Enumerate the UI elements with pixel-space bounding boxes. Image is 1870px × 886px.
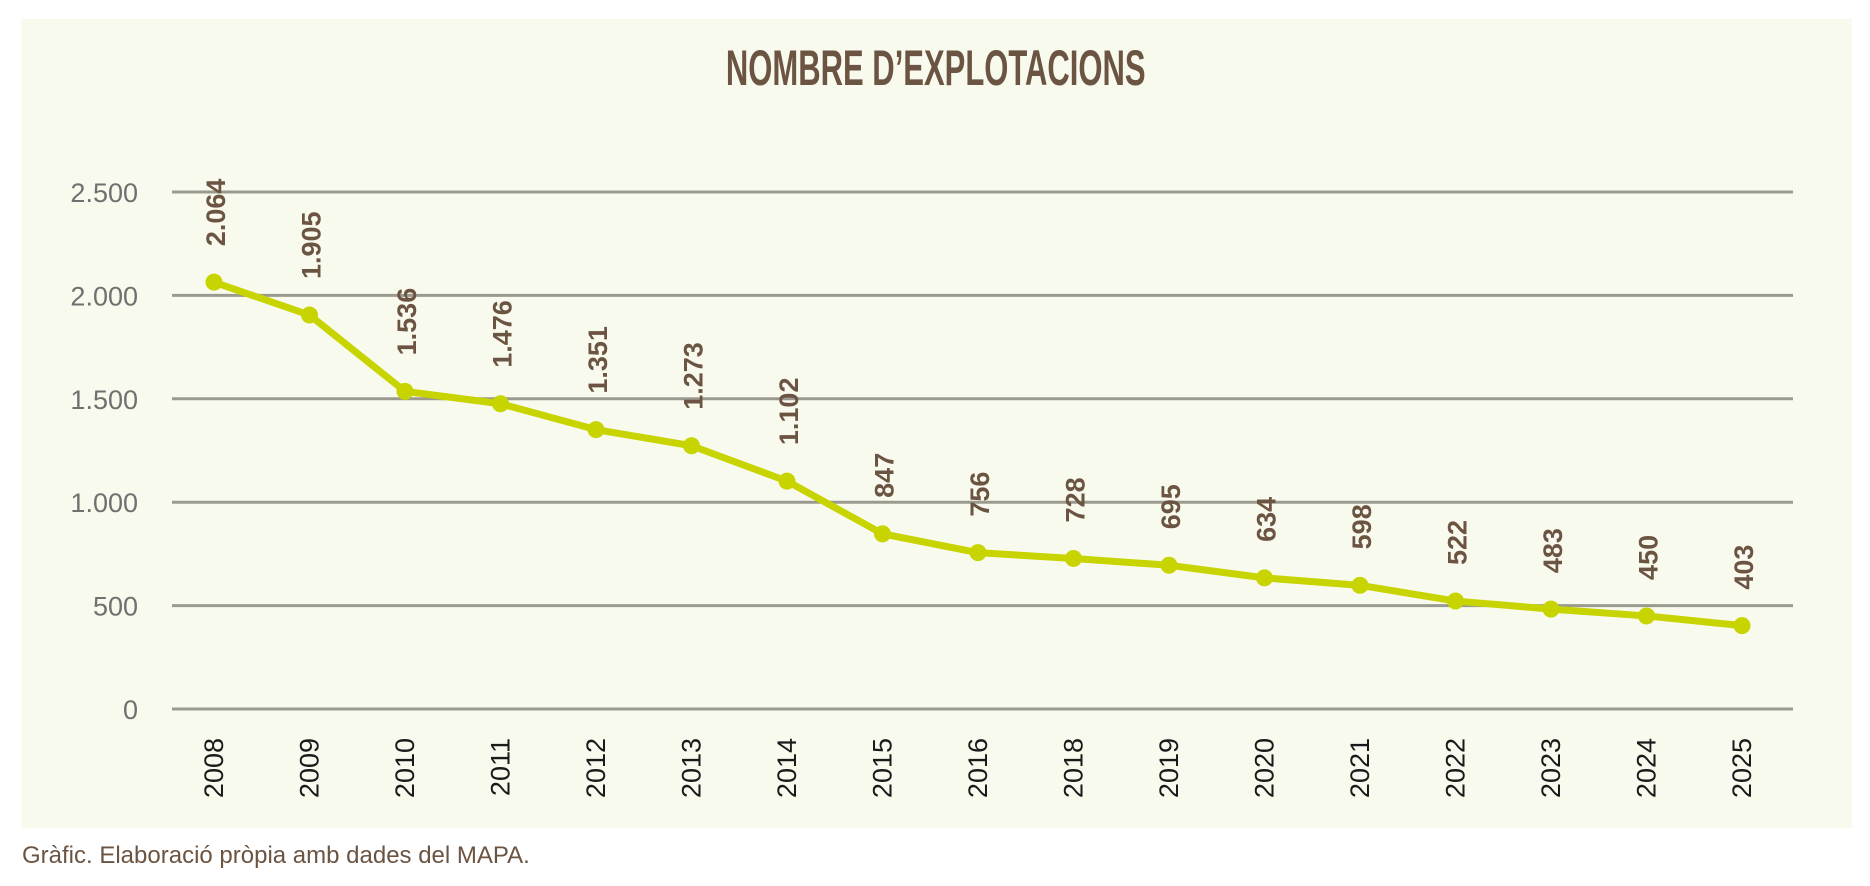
y-tick-label: 1.000 [70, 488, 138, 518]
chart-panel [21, 19, 1852, 828]
data-label-2014: 1.102 [774, 378, 804, 446]
data-point-2012 [587, 421, 605, 439]
x-tick-label: 2025 [1727, 738, 1757, 798]
data-label-2019: 695 [1156, 484, 1186, 529]
data-point-2022 [1447, 592, 1464, 610]
data-point-2011 [492, 395, 509, 413]
data-labels: 2.064 1.905 1.536 1.476 1.351 1.273 1.102 847 75… [201, 179, 1759, 590]
data-point-2025 [1733, 617, 1751, 635]
data-point-2021 [1351, 576, 1369, 594]
y-axis-ticks: 0 500 1.000 1.500 2.000 2.500 [70, 178, 138, 725]
source-caption: Gràfic. Elaboració pròpia amb dades del … [22, 842, 530, 869]
data-label-2023: 483 [1538, 528, 1568, 573]
series [205, 273, 1751, 635]
data-point-2018 [1065, 549, 1082, 567]
x-tick-label: 2009 [295, 738, 325, 798]
y-tick-label: 2.000 [70, 281, 138, 311]
x-tick-label: 2011 [486, 738, 516, 796]
y-tick-label: 2.500 [70, 178, 138, 208]
data-point-2020 [1256, 569, 1273, 587]
x-tick-label: 2023 [1536, 738, 1566, 798]
data-point-2009 [301, 306, 318, 324]
x-tick-label: 2020 [1250, 738, 1280, 798]
x-tick-label: 2021 [1345, 738, 1375, 798]
x-tick-label: 2014 [772, 738, 802, 798]
y-tick-label: 1.500 [70, 385, 138, 415]
data-label-2013: 1.273 [679, 342, 709, 410]
x-tick-label: 2015 [868, 738, 898, 798]
data-point-2015 [874, 525, 891, 543]
x-tick-label: 2024 [1632, 738, 1662, 798]
y-tick-label: 0 [123, 695, 138, 725]
data-label-2018: 728 [1061, 477, 1091, 522]
x-tick-label: 2019 [1154, 738, 1184, 798]
data-point-2019 [1160, 556, 1178, 574]
data-label-2021: 598 [1347, 504, 1377, 549]
data-label-2008: 2.064 [201, 179, 231, 247]
data-label-2025: 403 [1729, 545, 1759, 590]
data-point-2014 [778, 472, 796, 490]
x-axis-ticks: 2008 2009 2010 2011 2012 2013 2014 2015 2016 2018… [199, 738, 1757, 798]
data-label-2015: 847 [870, 453, 900, 498]
data-label-2009: 1.905 [297, 211, 327, 279]
gridlines [172, 190, 1793, 711]
data-label-2011: 1.476 [488, 300, 518, 368]
data-label-2024: 450 [1634, 535, 1664, 580]
chart-title: NOMBRE D’EXPLOTACIONS [725, 40, 1146, 96]
data-point-2013 [683, 437, 700, 455]
data-point-2010 [396, 382, 414, 400]
x-tick-label: 2022 [1441, 738, 1471, 798]
x-tick-label: 2008 [199, 738, 229, 798]
data-point-2008 [205, 273, 223, 291]
x-tick-label: 2013 [677, 738, 707, 798]
data-point-2024 [1638, 607, 1655, 625]
data-point-2016 [969, 544, 987, 562]
x-tick-label: 2016 [963, 738, 993, 798]
data-label-2012: 1.351 [583, 326, 613, 394]
x-tick-label: 2018 [1059, 738, 1089, 798]
data-label-2022: 522 [1443, 520, 1473, 565]
data-label-2020: 634 [1252, 497, 1282, 542]
y-tick-label: 500 [93, 592, 138, 622]
x-tick-label: 2010 [390, 738, 420, 798]
x-tick-label: 2012 [581, 738, 611, 798]
data-label-2016: 756 [965, 472, 995, 517]
series-line [212, 278, 1743, 630]
data-point-2023 [1542, 600, 1560, 618]
data-label-2010: 1.536 [392, 288, 422, 356]
